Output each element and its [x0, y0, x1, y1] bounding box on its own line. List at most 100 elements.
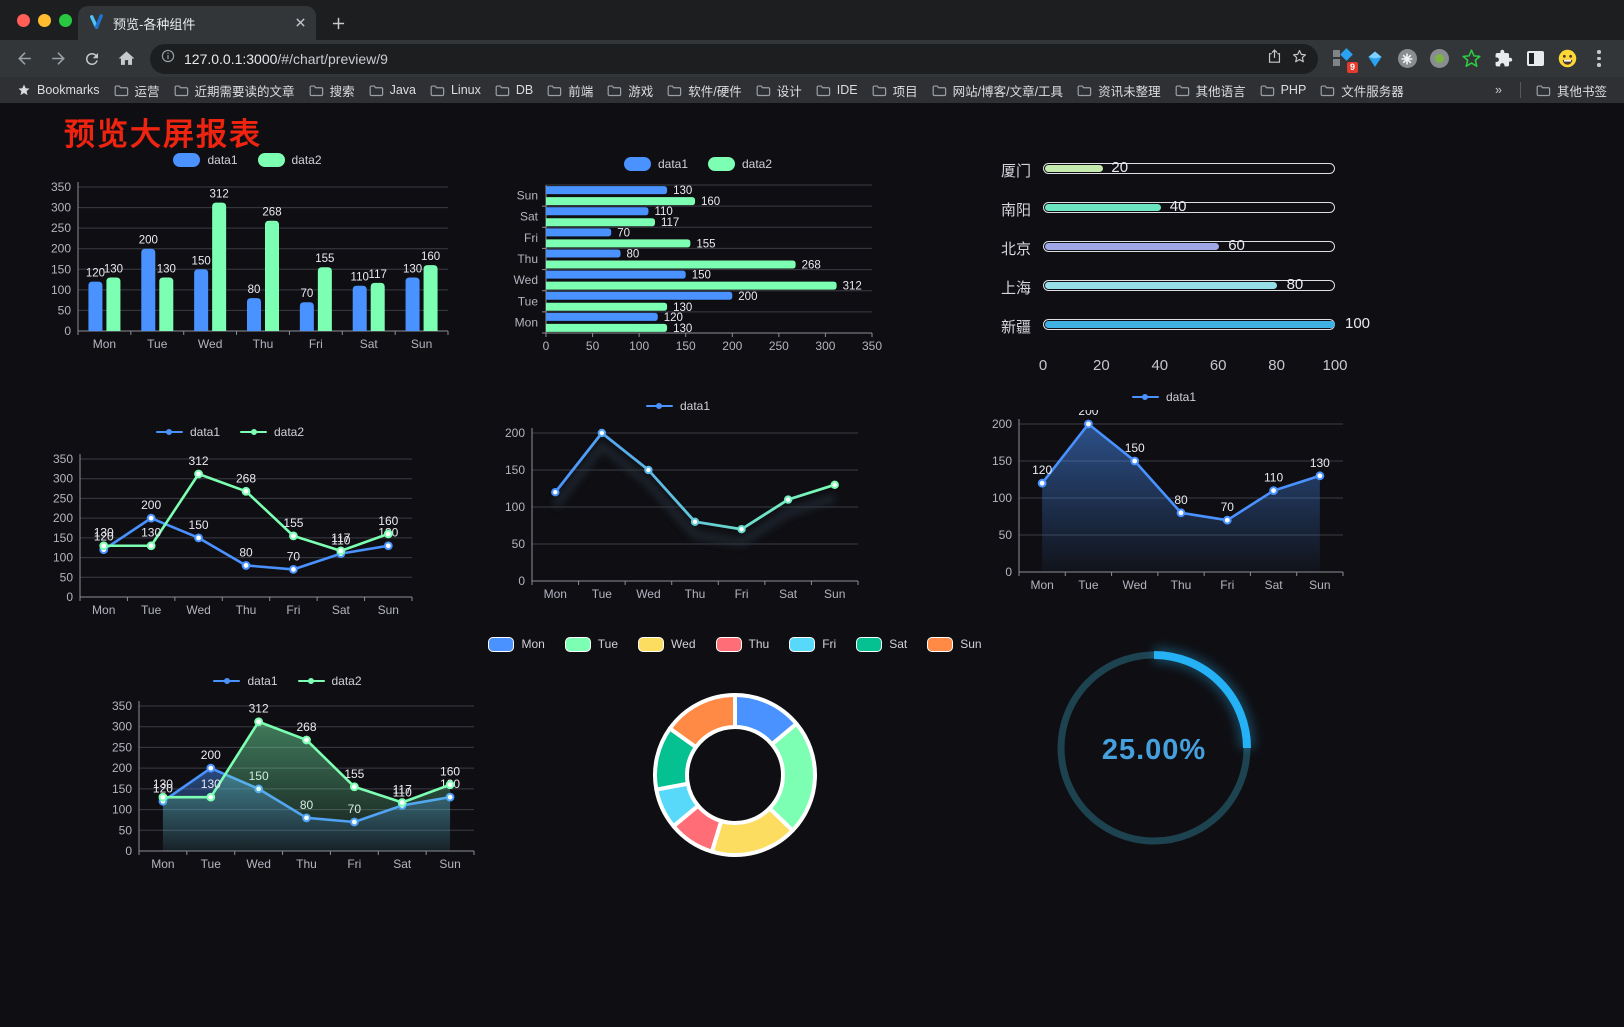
svg-text:0: 0: [125, 844, 132, 858]
svg-text:Fri: Fri: [524, 231, 538, 245]
back-button[interactable]: [8, 44, 40, 74]
extensions-puzzle-icon[interactable]: [1492, 48, 1514, 70]
legend-item[interactable]: Sun: [927, 636, 982, 652]
tab-close-icon[interactable]: [295, 16, 306, 31]
svg-text:200: 200: [53, 511, 73, 525]
zoom-window-button[interactable]: [59, 14, 72, 27]
svg-text:110: 110: [654, 206, 672, 218]
legend-item[interactable]: data2: [708, 157, 772, 171]
close-window-button[interactable]: [17, 14, 30, 27]
svg-text:300: 300: [51, 201, 71, 215]
legend-item[interactable]: Thu: [715, 636, 769, 652]
svg-text:250: 250: [112, 740, 132, 754]
share-icon[interactable]: [1266, 48, 1283, 70]
bookmark-folder-item[interactable]: 其他语言: [1168, 79, 1253, 101]
svg-text:120: 120: [86, 268, 105, 280]
minimize-window-button[interactable]: [38, 14, 51, 27]
extension-wheel-icon[interactable]: [1396, 48, 1418, 70]
legend-item[interactable]: Wed: [638, 636, 696, 652]
bookmarks-root[interactable]: Bookmarks: [10, 79, 107, 101]
svg-text:Mon: Mon: [515, 315, 538, 329]
legend-item[interactable]: data1: [645, 399, 710, 413]
svg-text:70: 70: [1221, 500, 1235, 514]
legend-item[interactable]: data1: [213, 674, 278, 688]
progress-axis-tick: 60: [1209, 357, 1227, 374]
home-button[interactable]: [110, 44, 142, 74]
emoji-extension-icon[interactable]: [1556, 48, 1578, 70]
extension-camera-icon[interactable]: [1428, 48, 1450, 70]
svg-text:268: 268: [802, 260, 821, 272]
bookmark-folder-item[interactable]: Linux: [423, 79, 488, 101]
svg-text:312: 312: [843, 281, 862, 293]
legend-item[interactable]: data1: [623, 157, 688, 171]
bookmarks-overflow-chevron[interactable]: »: [1495, 83, 1502, 97]
bookmark-folder-item[interactable]: Java: [362, 79, 423, 101]
svg-text:200: 200: [738, 291, 757, 303]
legend-item[interactable]: data1: [1131, 390, 1196, 404]
extension-grid-icon[interactable]: 9: [1332, 47, 1358, 73]
svg-text:250: 250: [51, 221, 71, 235]
legend-item[interactable]: data1: [173, 153, 238, 167]
chart-legend: Mon Tue Wed Thu Fri Sat Sun: [488, 633, 982, 655]
bookmark-folder-item[interactable]: 设计: [749, 79, 809, 101]
bookmarks-bar: Bookmarks 运营 近期需要读的文章 搜索 Java Linux DB 前端 游戏 软件/…: [0, 77, 1624, 103]
legend-item[interactable]: data1: [155, 425, 220, 439]
address-bar[interactable]: 127.0.0.1:3000/#/chart/preview/9: [150, 43, 1318, 74]
new-tab-button[interactable]: [324, 9, 352, 37]
bookmark-folder-item[interactable]: DB: [488, 79, 540, 101]
site-info-icon[interactable]: [160, 48, 176, 69]
other-bookmarks[interactable]: 其他书签: [1529, 79, 1614, 101]
bookmark-folder-item[interactable]: 项目: [865, 79, 925, 101]
gauge-value-label: 25.00%: [1101, 734, 1207, 766]
svg-text:130: 130: [673, 323, 692, 335]
legend-item[interactable]: data2: [257, 153, 322, 167]
progress-track: [1043, 241, 1335, 252]
browser-toolbar: 127.0.0.1:3000/#/chart/preview/9 9: [0, 40, 1624, 77]
legend-item[interactable]: data2: [297, 674, 362, 688]
svg-text:80: 80: [627, 249, 640, 261]
bookmark-folder-item[interactable]: 近期需要读的文章: [167, 79, 302, 101]
legend-item[interactable]: Tue: [564, 636, 618, 652]
tab-strip: 预览-各种组件: [0, 0, 1624, 40]
bookmark-folder-item[interactable]: IDE: [809, 79, 865, 101]
bookmark-folder-item[interactable]: 游戏: [600, 79, 660, 101]
reload-button[interactable]: [76, 44, 108, 74]
bookmark-folder-item[interactable]: 网站/博客/文章/工具: [925, 79, 1070, 101]
donut-chart: Mon Tue Wed Thu Fri Sat Sun: [488, 633, 982, 897]
svg-text:300: 300: [53, 472, 73, 486]
svg-text:Thu: Thu: [253, 337, 274, 351]
forward-button[interactable]: [42, 44, 74, 74]
chart-legend: data1 data2: [40, 149, 455, 171]
svg-text:Sat: Sat: [1265, 578, 1284, 592]
legend-item[interactable]: data2: [240, 425, 304, 439]
svg-text:50: 50: [58, 303, 72, 317]
grouped-bar-chart: data1 data2 0 50 100 150 200 250 300 350 Mon Tue We…: [40, 149, 455, 373]
extension-gem-icon[interactable]: [1364, 48, 1386, 70]
bookmark-folder-item[interactable]: 运营: [107, 79, 167, 101]
legend-item[interactable]: Sat: [856, 636, 907, 652]
bookmark-folder-item[interactable]: 软件/硬件: [660, 79, 748, 101]
svg-text:Sat: Sat: [393, 857, 412, 871]
browser-tab[interactable]: 预览-各种组件: [78, 6, 316, 40]
svg-text:250: 250: [769, 339, 789, 353]
svg-text:Tue: Tue: [1078, 578, 1099, 592]
svg-text:0: 0: [1005, 565, 1012, 579]
legend-item[interactable]: Fri: [789, 636, 836, 652]
bookmark-folder-item[interactable]: 前端: [540, 79, 600, 101]
svg-text:117: 117: [369, 269, 387, 281]
menu-kebab-icon[interactable]: [1588, 48, 1610, 70]
bookmark-folder-item[interactable]: 搜索: [302, 79, 362, 101]
extension-green-star-icon[interactable]: [1460, 48, 1482, 70]
bookmark-star-icon[interactable]: [1291, 48, 1308, 70]
svg-text:0: 0: [543, 339, 550, 353]
svg-text:150: 150: [189, 518, 209, 532]
tab-title: 预览-各种组件: [113, 16, 196, 32]
svg-text:150: 150: [505, 463, 525, 477]
bookmark-folder-item[interactable]: PHP: [1253, 79, 1314, 101]
svg-text:110: 110: [351, 272, 369, 284]
reader-mode-icon[interactable]: [1524, 48, 1546, 70]
svg-text:130: 130: [141, 526, 161, 540]
bookmark-folder-item[interactable]: 资讯未整理: [1070, 79, 1168, 101]
legend-item[interactable]: Mon: [488, 636, 545, 652]
bookmark-folder-item[interactable]: 文件服务器: [1313, 79, 1411, 101]
